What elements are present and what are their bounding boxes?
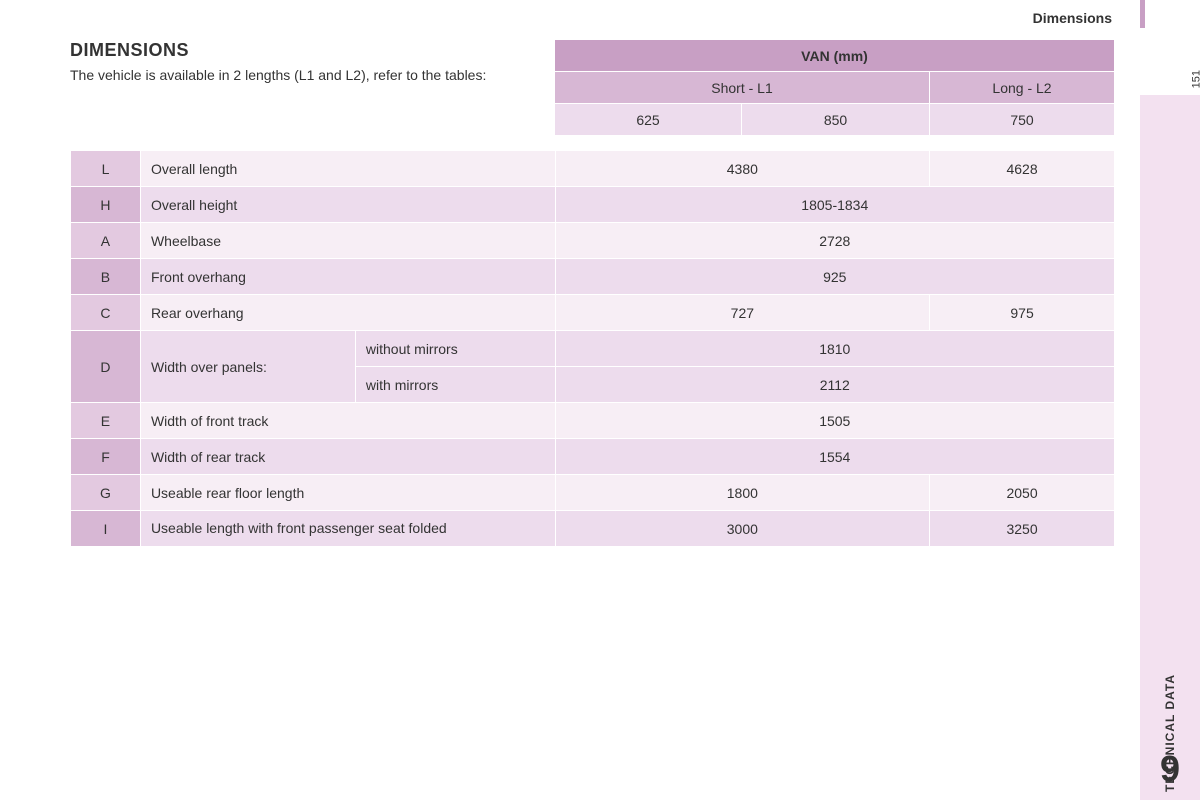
table-row: F Width of rear track 1554 xyxy=(71,439,1115,475)
row-letter: H xyxy=(71,187,141,223)
row-letter: D xyxy=(71,331,141,403)
table-row: E Width of front track 1505 xyxy=(71,403,1115,439)
row-label: Rear overhang xyxy=(140,295,555,331)
van-title: VAN (mm) xyxy=(555,40,1115,72)
cell-value: 2112 xyxy=(555,367,1114,403)
row-label: Front overhang xyxy=(140,259,555,295)
cell-value: 1800 xyxy=(555,475,930,511)
col-l2-label: Long - L2 xyxy=(930,72,1115,104)
row-sublabel: with mirrors xyxy=(355,367,555,403)
page-content: Dimensions DIMENSIONS The vehicle is ava… xyxy=(70,10,1115,36)
cell-value: 3000 xyxy=(555,511,930,547)
cell-value: 4380 xyxy=(555,151,930,187)
row-letter: E xyxy=(71,403,141,439)
cell-value: 1805-1834 xyxy=(555,187,1114,223)
table-row: I Useable length with front passenger se… xyxy=(71,511,1115,547)
cell-value: 3250 xyxy=(930,511,1115,547)
cell-value: 1505 xyxy=(555,403,1114,439)
cell-value: 925 xyxy=(555,259,1114,295)
row-letter: A xyxy=(71,223,141,259)
row-label: Wheelbase xyxy=(140,223,555,259)
cell-value: 4628 xyxy=(930,151,1115,187)
row-letter: G xyxy=(71,475,141,511)
table-row: D Width over panels: without mirrors 181… xyxy=(71,331,1115,367)
row-label: Overall length xyxy=(140,151,555,187)
side-tab: TECHNICAL DATA 9 xyxy=(1140,95,1200,800)
col-l1-label: Short - L1 xyxy=(555,72,930,104)
table-row: G Useable rear floor length 1800 2050 xyxy=(71,475,1115,511)
subcol-v1: 625 xyxy=(555,104,742,136)
cell-value: 1554 xyxy=(555,439,1114,475)
row-label: Useable rear floor length xyxy=(140,475,555,511)
row-letter: B xyxy=(71,259,141,295)
row-label: Width of rear track xyxy=(140,439,555,475)
cell-value: 2050 xyxy=(930,475,1115,511)
row-label: Width over panels: xyxy=(140,331,355,403)
row-sublabel: without mirrors xyxy=(355,331,555,367)
subcol-v2: 850 xyxy=(742,104,930,136)
page-heading: DIMENSIONS xyxy=(70,40,540,61)
intro-block: DIMENSIONS The vehicle is available in 2… xyxy=(70,40,540,85)
table-row: C Rear overhang 727 975 xyxy=(71,295,1115,331)
dimensions-table: L Overall length 4380 4628 H Overall hei… xyxy=(70,150,1115,547)
subcol-v3: 750 xyxy=(930,104,1115,136)
side-tab-chapter: 9 xyxy=(1140,748,1200,790)
row-label: Overall height xyxy=(140,187,555,223)
table-row: A Wheelbase 2728 xyxy=(71,223,1115,259)
row-letter: C xyxy=(71,295,141,331)
intro-text: The vehicle is available in 2 lengths (L… xyxy=(70,67,540,85)
table-row: L Overall length 4380 4628 xyxy=(71,151,1115,187)
row-letter: F xyxy=(71,439,141,475)
cell-value: 2728 xyxy=(555,223,1114,259)
accent-bar xyxy=(1140,0,1145,28)
row-label: Useable length with front passenger seat… xyxy=(140,511,555,547)
van-header: VAN (mm) Short - L1 Long - L2 625 850 75… xyxy=(555,40,1115,136)
row-letter: L xyxy=(71,151,141,187)
cell-value: 975 xyxy=(930,295,1115,331)
table-row: B Front overhang 925 xyxy=(71,259,1115,295)
row-letter: I xyxy=(71,511,141,547)
page-number: 151 xyxy=(1190,70,1200,88)
table-row: H Overall height 1805-1834 xyxy=(71,187,1115,223)
row-label: Width of front track xyxy=(140,403,555,439)
cell-value: 1810 xyxy=(555,331,1114,367)
section-title: Dimensions xyxy=(70,10,1115,26)
cell-value: 727 xyxy=(555,295,930,331)
